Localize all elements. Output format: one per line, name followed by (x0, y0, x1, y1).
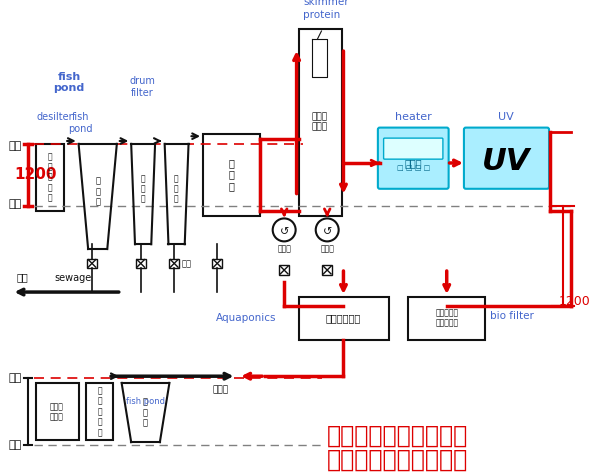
Text: 高密度循环水养殖系统: 高密度循环水养殖系统 (327, 423, 469, 447)
Text: □ □ □ □: □ □ □ □ (397, 165, 430, 171)
Text: drum
filter: drum filter (130, 76, 155, 98)
FancyBboxPatch shape (464, 128, 549, 189)
Text: desilter: desilter (37, 112, 73, 122)
Text: ↺: ↺ (280, 227, 289, 237)
Bar (86, 383, 113, 440)
Bar (35, 383, 79, 440)
Bar (322, 265, 332, 275)
Text: 蛋白质
分离器: 蛋白质 分离器 (311, 112, 328, 132)
Text: 滴沙式滴流
生物过滤器: 滴沙式滴流 生物过滤器 (435, 308, 458, 328)
Bar (87, 259, 97, 268)
Text: bio filter: bio filter (490, 311, 533, 321)
Text: 地面: 地面 (9, 199, 22, 209)
Text: 潜水泵: 潜水泵 (320, 244, 334, 253)
Text: 排污: 排污 (16, 273, 28, 283)
Text: 1200: 1200 (559, 295, 590, 308)
Text: 养
殖
池: 养 殖 池 (95, 177, 100, 207)
FancyBboxPatch shape (383, 138, 443, 159)
Bar (299, 29, 341, 216)
Text: UV: UV (498, 112, 514, 122)
Text: 微
滤
机: 微 滤 机 (229, 158, 235, 191)
Bar (136, 259, 146, 268)
Text: fish
pond: fish pond (68, 112, 93, 134)
Text: 阀门: 阀门 (182, 259, 192, 268)
Text: fish pond: fish pond (126, 397, 165, 406)
Text: 水位: 水位 (9, 373, 22, 383)
Bar (299, 297, 389, 340)
Bar (409, 297, 485, 340)
Bar (280, 265, 289, 275)
Bar (212, 259, 222, 268)
Text: 1200: 1200 (14, 167, 57, 182)
Text: 地面: 地面 (9, 440, 22, 450)
Text: sewage: sewage (55, 273, 92, 283)
Bar (169, 259, 179, 268)
Text: 水位: 水位 (9, 141, 22, 151)
Text: 冷暖机: 冷暖机 (404, 158, 422, 168)
Text: 沉
淀
池: 沉 淀 池 (140, 174, 145, 204)
Text: fish
pond: fish pond (53, 72, 85, 93)
Text: 水
质
调
节
池: 水 质 调 节 池 (97, 386, 102, 437)
Text: ↺: ↺ (323, 227, 332, 237)
Bar (203, 134, 260, 216)
Text: skimmer: skimmer (303, 0, 349, 7)
Text: 电磁阀: 电磁阀 (212, 385, 229, 394)
Text: 鱼菜共生系统: 鱼菜共生系统 (326, 313, 361, 323)
Text: Aquaponics: Aquaponics (215, 313, 276, 323)
Text: 纯氧增
氧系统: 纯氧增 氧系统 (50, 402, 64, 421)
Text: 潜水泵: 潜水泵 (277, 244, 291, 253)
Text: 沉
淀
池: 沉 淀 池 (174, 174, 178, 204)
FancyBboxPatch shape (378, 128, 449, 189)
Text: protein: protein (303, 9, 341, 19)
Text: 养
殖
池: 养 殖 池 (143, 398, 148, 428)
Bar (35, 144, 64, 211)
Text: UV: UV (482, 146, 530, 175)
Text: heater: heater (395, 112, 431, 122)
Text: 水
质
调
节
池: 水 质 调 节 池 (47, 152, 52, 202)
Text: 节能版水位落差示意图: 节能版水位落差示意图 (327, 447, 469, 472)
